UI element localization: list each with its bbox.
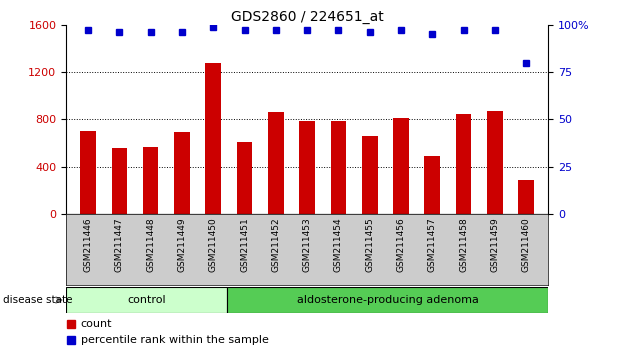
Text: disease state: disease state [3, 295, 72, 305]
Text: GSM211454: GSM211454 [334, 218, 343, 272]
Bar [331, 121, 346, 214]
Bar [66, 287, 227, 313]
Text: GSM211453: GSM211453 [302, 218, 312, 273]
Text: aldosterone-producing adenoma: aldosterone-producing adenoma [297, 295, 478, 305]
Bar [80, 131, 96, 214]
Text: GSM211460: GSM211460 [522, 218, 530, 273]
Bar [174, 132, 190, 214]
Text: GSM211457: GSM211457 [428, 218, 437, 273]
Bar [112, 148, 127, 214]
Text: GSM211451: GSM211451 [240, 218, 249, 273]
Bar [205, 63, 221, 214]
Bar [268, 112, 284, 214]
Bar [518, 180, 534, 214]
Bar [227, 287, 548, 313]
Title: GDS2860 / 224651_at: GDS2860 / 224651_at [231, 10, 384, 24]
Bar [143, 147, 159, 214]
Text: GSM211456: GSM211456 [396, 218, 406, 273]
Text: percentile rank within the sample: percentile rank within the sample [81, 335, 268, 345]
Bar [393, 118, 409, 214]
Text: GSM211455: GSM211455 [365, 218, 374, 273]
Bar [237, 142, 253, 214]
Text: GSM211459: GSM211459 [490, 218, 500, 273]
Text: GSM211446: GSM211446 [84, 218, 93, 272]
Bar [299, 121, 315, 214]
Text: GSM211449: GSM211449 [178, 218, 186, 272]
Text: GSM211448: GSM211448 [146, 218, 155, 272]
Bar [425, 156, 440, 214]
Text: GSM211458: GSM211458 [459, 218, 468, 273]
Bar [487, 111, 503, 214]
Bar [362, 136, 377, 214]
Bar [455, 114, 471, 214]
Text: count: count [81, 319, 112, 329]
Text: GSM211450: GSM211450 [209, 218, 218, 273]
Text: GSM211452: GSM211452 [272, 218, 280, 272]
Text: GSM211447: GSM211447 [115, 218, 124, 272]
Text: control: control [127, 295, 166, 305]
